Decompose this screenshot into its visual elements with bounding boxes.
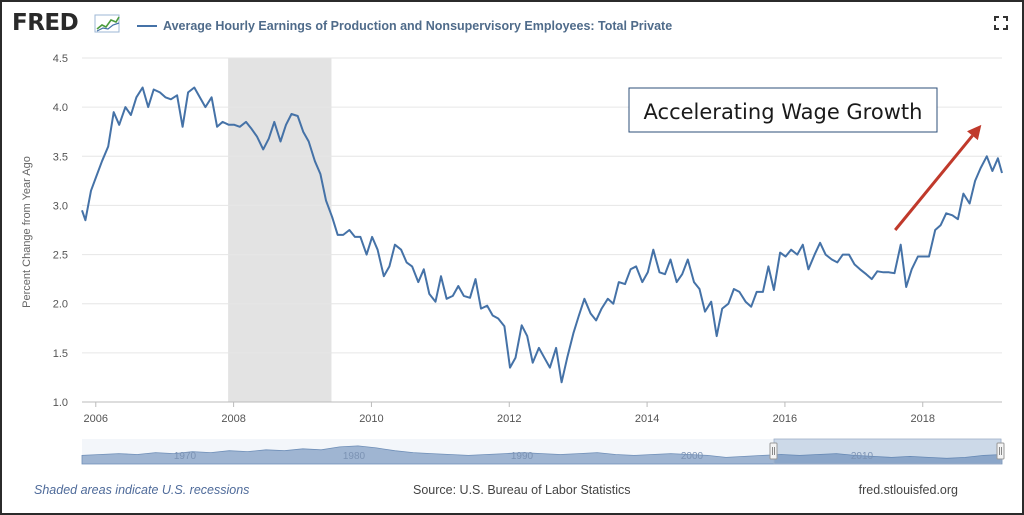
- x-tick-label: 2016: [773, 413, 797, 425]
- range-navigator: 1970 1980 1990 2000 2010: [81, 438, 1005, 465]
- y-tick-label: 1.0: [53, 397, 68, 409]
- y-axis-label: Percent Change from Year Ago: [21, 156, 33, 308]
- annotation-box: [628, 87, 938, 133]
- navigator-right-handle[interactable]: [996, 442, 1005, 460]
- navigator-label: 1990: [511, 451, 534, 462]
- x-tick-label: 2014: [635, 413, 659, 425]
- y-tick-label: 4.0: [53, 102, 68, 114]
- y-tick-label: 1.5: [53, 348, 68, 360]
- x-tick-label: 2018: [911, 413, 935, 425]
- recession-band: [228, 58, 332, 402]
- x-tick-label: 2006: [84, 413, 108, 425]
- y-tick-label: 3.0: [53, 200, 68, 212]
- legend-series-title[interactable]: Average Hourly Earnings of Production an…: [163, 19, 673, 33]
- navigator-label: 1970: [174, 451, 197, 462]
- y-tick-label: 2.5: [53, 250, 68, 262]
- series-layer: [81, 86, 1003, 384]
- x-tick-label: 2010: [359, 413, 383, 425]
- x-tick-label: 2008: [221, 413, 245, 425]
- navigator-labels: 1970 1980 1990 2000 2010: [174, 451, 874, 462]
- annotation-text: Accelerating Wage Growth: [644, 100, 923, 124]
- fred-logo[interactable]: FRED: [12, 10, 79, 36]
- fred-logo-graph-icon: [94, 14, 120, 33]
- recession-layer: [228, 58, 332, 402]
- y-tick-labels: 1.0 1.5 2.0 2.5 3.0 3.5 4.0 4.5: [53, 53, 68, 409]
- fullscreen-icon[interactable]: [994, 16, 1008, 30]
- x-tick-labels: 2006 2008 2010 2012 2014 2016 2018: [84, 402, 935, 425]
- navigator-label: 1980: [343, 451, 366, 462]
- navigator-left-handle[interactable]: [769, 442, 778, 460]
- y-tick-label: 3.5: [53, 151, 68, 163]
- navigator-label: 2000: [681, 451, 704, 462]
- arrow-shaft: [894, 134, 974, 231]
- x-tick-label: 2012: [497, 413, 521, 425]
- legend: Average Hourly Earnings of Production an…: [137, 19, 672, 33]
- recession-note: Shaded areas indicate U.S. recessions: [34, 483, 250, 497]
- arrow-head: [967, 124, 982, 141]
- fred-site-link[interactable]: fred.stlouisfed.org: [858, 483, 958, 497]
- y-tick-label: 2.0: [53, 299, 68, 311]
- series-line[interactable]: [81, 86, 1003, 384]
- chart-header: FRED Average Hourly Earnings of Producti…: [12, 10, 1012, 38]
- y-tick-label: 4.5: [53, 53, 68, 65]
- navigator-selected-range[interactable]: [773, 438, 1002, 465]
- navigator-label: 2010: [851, 451, 874, 462]
- annotation-layer: Accelerating Wage Growth: [628, 87, 982, 231]
- annotation-arrow: [894, 124, 982, 231]
- source-text: Source: U.S. Bureau of Labor Statistics: [413, 483, 631, 497]
- legend-swatch: [137, 25, 157, 27]
